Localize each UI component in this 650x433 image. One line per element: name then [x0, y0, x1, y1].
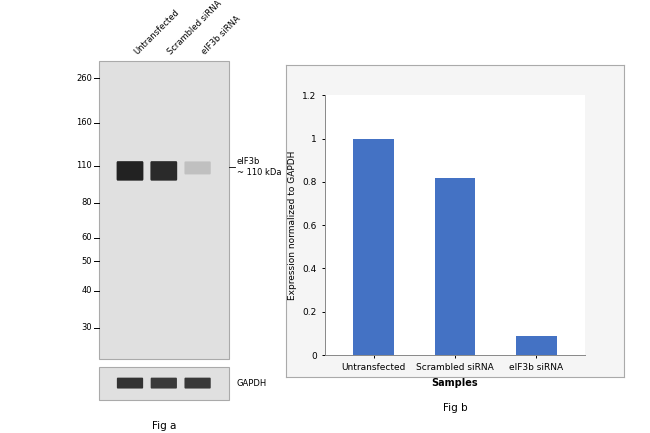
Text: Fig a: Fig a [151, 421, 176, 431]
Y-axis label: Expression normalized to GAPDH: Expression normalized to GAPDH [288, 151, 297, 300]
Bar [99, 366, 229, 400]
Bar [516, 336, 556, 355]
Text: Fig b: Fig b [443, 403, 467, 413]
Text: 50: 50 [82, 257, 92, 266]
Text: 30: 30 [82, 323, 92, 332]
FancyBboxPatch shape [150, 161, 177, 181]
FancyBboxPatch shape [185, 162, 211, 174]
Text: Untransfected: Untransfected [133, 8, 181, 57]
Text: 260: 260 [77, 74, 92, 83]
Bar [435, 178, 475, 355]
FancyBboxPatch shape [185, 378, 211, 388]
FancyBboxPatch shape [151, 378, 177, 388]
Text: 80: 80 [82, 198, 92, 207]
FancyBboxPatch shape [117, 378, 143, 388]
Text: 60: 60 [82, 233, 92, 242]
Text: eIF3b siRNA: eIF3b siRNA [200, 14, 242, 57]
Text: 40: 40 [82, 286, 92, 295]
Text: GAPDH: GAPDH [237, 378, 267, 388]
Bar [354, 139, 394, 355]
Text: Scrambled siRNA: Scrambled siRNA [166, 0, 224, 57]
X-axis label: Samples: Samples [432, 378, 478, 388]
Text: 160: 160 [77, 119, 92, 127]
Text: eIF3b
~ 110 kDa: eIF3b ~ 110 kDa [237, 157, 281, 177]
Bar [99, 61, 229, 359]
FancyBboxPatch shape [116, 161, 144, 181]
Text: 110: 110 [77, 162, 92, 170]
